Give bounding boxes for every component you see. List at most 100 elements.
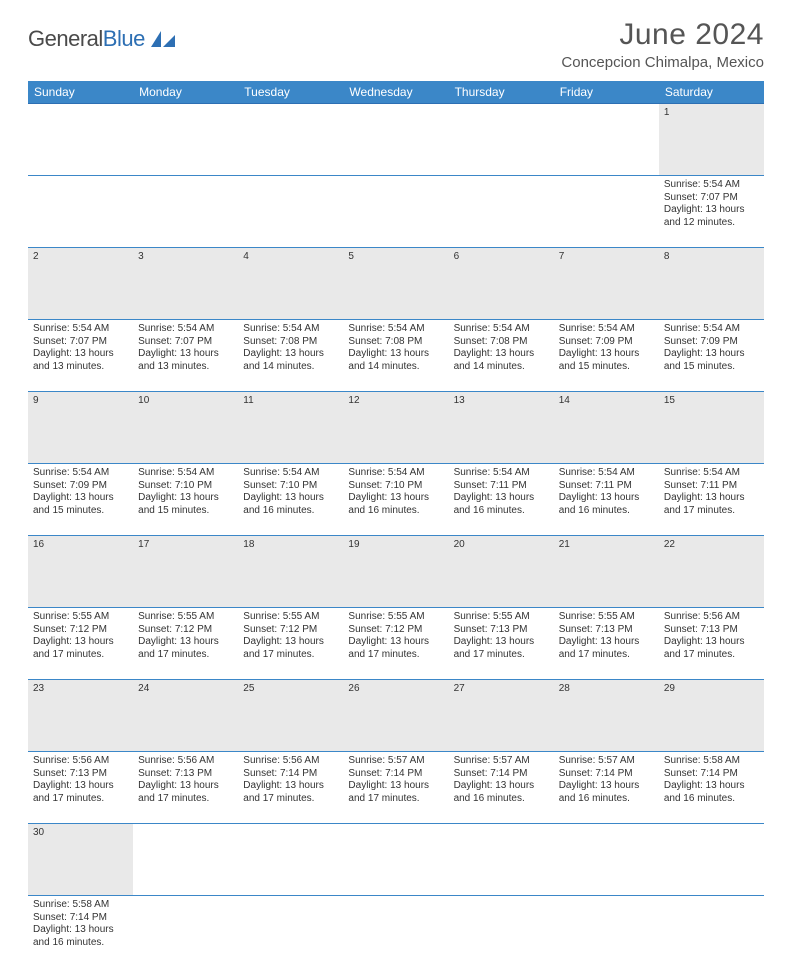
day-number-cell: 26 xyxy=(343,680,448,752)
day-detail-row: Sunrise: 5:58 AMSunset: 7:14 PMDaylight:… xyxy=(28,896,764,968)
sunset-text: Sunset: 7:14 PM xyxy=(559,768,654,781)
day-detail-cell xyxy=(659,896,764,968)
day-header: Saturday xyxy=(659,81,764,104)
day-detail-cell: Sunrise: 5:58 AMSunset: 7:14 PMDaylight:… xyxy=(659,752,764,824)
day-detail-cell xyxy=(238,176,343,248)
day-detail-cell xyxy=(554,176,659,248)
day-number-cell xyxy=(343,104,448,176)
day-detail-cell xyxy=(28,176,133,248)
day-detail-cell: Sunrise: 5:54 AMSunset: 7:11 PMDaylight:… xyxy=(659,464,764,536)
daylight-text: and 13 minutes. xyxy=(138,361,233,374)
daylight-text: Daylight: 13 hours xyxy=(664,636,759,649)
day-detail-cell: Sunrise: 5:55 AMSunset: 7:12 PMDaylight:… xyxy=(343,608,448,680)
logo-text-2: Blue xyxy=(103,26,145,51)
daylight-text: and 16 minutes. xyxy=(348,505,443,518)
header: GeneralBlue June 2024 Concepcion Chimalp… xyxy=(28,18,764,71)
day-number-cell: 22 xyxy=(659,536,764,608)
day-number-cell xyxy=(133,104,238,176)
sunrise-text: Sunrise: 5:57 AM xyxy=(454,755,549,768)
daylight-text: and 17 minutes. xyxy=(33,649,128,662)
day-number-cell xyxy=(238,824,343,896)
sunrise-text: Sunrise: 5:57 AM xyxy=(348,755,443,768)
sunrise-text: Sunrise: 5:56 AM xyxy=(243,755,338,768)
sunset-text: Sunset: 7:07 PM xyxy=(138,336,233,349)
day-number-row: 1 xyxy=(28,104,764,176)
day-detail-row: Sunrise: 5:54 AMSunset: 7:07 PMDaylight:… xyxy=(28,320,764,392)
day-number-cell: 18 xyxy=(238,536,343,608)
day-number-cell: 20 xyxy=(449,536,554,608)
sunset-text: Sunset: 7:07 PM xyxy=(664,192,759,205)
day-detail-cell: Sunrise: 5:54 AMSunset: 7:08 PMDaylight:… xyxy=(449,320,554,392)
day-number-cell: 12 xyxy=(343,392,448,464)
day-number-row: 16171819202122 xyxy=(28,536,764,608)
day-header: Tuesday xyxy=(238,81,343,104)
daylight-text: Daylight: 13 hours xyxy=(138,780,233,793)
sunset-text: Sunset: 7:11 PM xyxy=(559,480,654,493)
day-number-cell xyxy=(554,104,659,176)
daylight-text: Daylight: 13 hours xyxy=(348,348,443,361)
daylight-text: Daylight: 13 hours xyxy=(138,348,233,361)
day-number-cell: 23 xyxy=(28,680,133,752)
sunrise-text: Sunrise: 5:58 AM xyxy=(33,899,128,912)
sunset-text: Sunset: 7:09 PM xyxy=(664,336,759,349)
sunrise-text: Sunrise: 5:54 AM xyxy=(664,179,759,192)
sunrise-text: Sunrise: 5:54 AM xyxy=(454,323,549,336)
day-detail-row: Sunrise: 5:54 AMSunset: 7:07 PMDaylight:… xyxy=(28,176,764,248)
day-detail-cell: Sunrise: 5:56 AMSunset: 7:13 PMDaylight:… xyxy=(133,752,238,824)
day-header: Wednesday xyxy=(343,81,448,104)
day-detail-cell: Sunrise: 5:54 AMSunset: 7:10 PMDaylight:… xyxy=(343,464,448,536)
daylight-text: Daylight: 13 hours xyxy=(243,348,338,361)
daylight-text: and 12 minutes. xyxy=(664,217,759,230)
day-detail-cell: Sunrise: 5:57 AMSunset: 7:14 PMDaylight:… xyxy=(449,752,554,824)
day-detail-cell: Sunrise: 5:55 AMSunset: 7:12 PMDaylight:… xyxy=(238,608,343,680)
sunset-text: Sunset: 7:14 PM xyxy=(348,768,443,781)
sunrise-text: Sunrise: 5:54 AM xyxy=(138,323,233,336)
day-detail-cell: Sunrise: 5:57 AMSunset: 7:14 PMDaylight:… xyxy=(554,752,659,824)
day-detail-cell xyxy=(238,896,343,968)
day-number-cell: 4 xyxy=(238,248,343,320)
day-detail-cell: Sunrise: 5:54 AMSunset: 7:07 PMDaylight:… xyxy=(28,320,133,392)
sunrise-text: Sunrise: 5:55 AM xyxy=(138,611,233,624)
day-number-cell: 28 xyxy=(554,680,659,752)
day-number-cell: 21 xyxy=(554,536,659,608)
day-header: Monday xyxy=(133,81,238,104)
daylight-text: and 17 minutes. xyxy=(243,793,338,806)
day-header-row: Sunday Monday Tuesday Wednesday Thursday… xyxy=(28,81,764,104)
sunset-text: Sunset: 7:14 PM xyxy=(33,912,128,925)
day-number-row: 30 xyxy=(28,824,764,896)
sunset-text: Sunset: 7:08 PM xyxy=(454,336,549,349)
day-number-cell: 8 xyxy=(659,248,764,320)
day-number-cell: 30 xyxy=(28,824,133,896)
daylight-text: Daylight: 13 hours xyxy=(33,348,128,361)
daylight-text: and 14 minutes. xyxy=(243,361,338,374)
sunrise-text: Sunrise: 5:56 AM xyxy=(138,755,233,768)
sunrise-text: Sunrise: 5:54 AM xyxy=(33,323,128,336)
sunset-text: Sunset: 7:07 PM xyxy=(33,336,128,349)
day-number-cell: 13 xyxy=(449,392,554,464)
daylight-text: Daylight: 13 hours xyxy=(243,636,338,649)
day-number-cell: 15 xyxy=(659,392,764,464)
day-detail-cell: Sunrise: 5:55 AMSunset: 7:12 PMDaylight:… xyxy=(133,608,238,680)
sunset-text: Sunset: 7:10 PM xyxy=(243,480,338,493)
sunset-text: Sunset: 7:11 PM xyxy=(664,480,759,493)
daylight-text: Daylight: 13 hours xyxy=(454,492,549,505)
day-detail-row: Sunrise: 5:56 AMSunset: 7:13 PMDaylight:… xyxy=(28,752,764,824)
daylight-text: Daylight: 13 hours xyxy=(33,492,128,505)
page-subtitle: Concepcion Chimalpa, Mexico xyxy=(561,54,764,71)
sunrise-text: Sunrise: 5:54 AM xyxy=(664,467,759,480)
daylight-text: and 17 minutes. xyxy=(454,649,549,662)
day-detail-cell: Sunrise: 5:56 AMSunset: 7:13 PMDaylight:… xyxy=(28,752,133,824)
day-detail-cell: Sunrise: 5:56 AMSunset: 7:13 PMDaylight:… xyxy=(659,608,764,680)
sunset-text: Sunset: 7:14 PM xyxy=(664,768,759,781)
day-number-cell xyxy=(238,104,343,176)
sunrise-text: Sunrise: 5:56 AM xyxy=(33,755,128,768)
day-number-cell: 27 xyxy=(449,680,554,752)
daylight-text: Daylight: 13 hours xyxy=(348,636,443,649)
sunset-text: Sunset: 7:12 PM xyxy=(348,624,443,637)
sunset-text: Sunset: 7:13 PM xyxy=(559,624,654,637)
sunset-text: Sunset: 7:10 PM xyxy=(138,480,233,493)
day-number-cell xyxy=(659,824,764,896)
daylight-text: and 15 minutes. xyxy=(664,361,759,374)
sunset-text: Sunset: 7:12 PM xyxy=(33,624,128,637)
day-detail-cell: Sunrise: 5:56 AMSunset: 7:14 PMDaylight:… xyxy=(238,752,343,824)
